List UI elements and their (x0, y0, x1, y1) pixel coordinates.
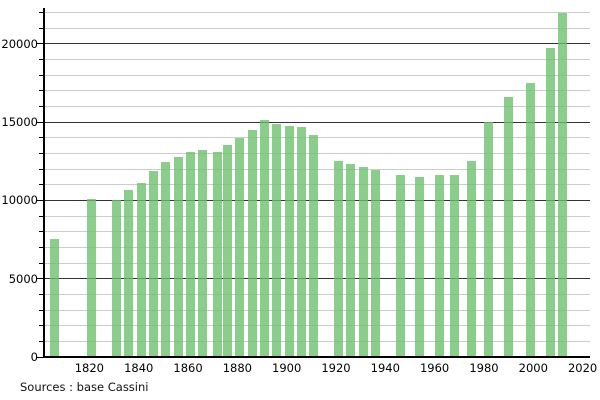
y-minor-tick (39, 246, 43, 248)
x-tick-label: 1960 (419, 361, 450, 375)
y-minor-tick (39, 262, 43, 264)
bar-1896 (272, 123, 282, 357)
bar-1906 (296, 126, 306, 357)
y-minor-tick (39, 27, 43, 29)
bar-1926 (346, 163, 356, 357)
bar-1921 (333, 161, 343, 357)
bar-1872 (213, 151, 223, 357)
x-tick-label: 1980 (469, 361, 499, 375)
y-minor-tick (39, 106, 43, 108)
bar-1806 (50, 238, 60, 357)
bar-1846 (149, 170, 158, 357)
x-tick-label: 1900 (272, 361, 302, 375)
y-axis-line (43, 8, 45, 358)
y-tick-label: 0 (30, 350, 38, 364)
y-minor-tick (39, 231, 43, 233)
y-minor-tick (39, 184, 43, 186)
x-tick-label: 2020 (567, 361, 598, 375)
bar-2007 (546, 47, 556, 357)
bar-1999 (526, 83, 536, 357)
y-major-tick (36, 356, 43, 358)
y-major-tick (36, 43, 43, 45)
bar-1831 (112, 200, 122, 357)
bar-1946 (395, 174, 405, 357)
y-minor-tick (39, 90, 43, 92)
bar-1962 (435, 174, 445, 357)
x-axis-line (43, 356, 590, 358)
y-major-tick (36, 121, 43, 123)
source-caption: Sources : base Cassini (20, 380, 149, 394)
minor-gridline (45, 27, 590, 29)
y-minor-tick (39, 325, 43, 327)
y-minor-tick (39, 137, 43, 139)
x-tick-label: 1820 (74, 361, 105, 375)
bar-1821 (87, 198, 97, 357)
y-minor-tick (39, 309, 43, 311)
x-tick-label: 1840 (124, 361, 154, 375)
bar-1975 (467, 160, 477, 357)
y-minor-tick (39, 293, 43, 295)
y-tick-label: 10000 (1, 193, 38, 208)
bar-1866 (198, 150, 208, 357)
bar-1911 (309, 134, 319, 357)
y-minor-tick (39, 12, 43, 14)
minor-gridline (45, 90, 590, 92)
y-minor-tick (39, 153, 43, 155)
bar-1891 (259, 119, 269, 357)
minor-gridline (45, 74, 590, 76)
y-minor-tick (39, 340, 43, 342)
minor-gridline (45, 106, 590, 108)
bar-1886 (247, 130, 257, 357)
bar-1936 (370, 169, 380, 357)
x-tick-label: 1940 (370, 361, 400, 375)
y-major-tick (36, 199, 43, 201)
bar-2012 (558, 12, 568, 357)
y-minor-tick (39, 59, 43, 61)
y-tick-label: 20000 (1, 36, 38, 51)
y-tick-label: 15000 (1, 115, 38, 130)
bar-1876 (222, 144, 232, 357)
x-tick-label: 1880 (222, 361, 252, 375)
y-tick-label: 5000 (8, 271, 38, 286)
y-minor-tick (39, 168, 43, 170)
major-gridline (45, 43, 590, 45)
bar-1881 (235, 137, 245, 357)
x-tick-label: 1860 (173, 361, 203, 375)
bar-1836 (124, 190, 134, 357)
bar-1861 (185, 151, 195, 357)
major-gridline (45, 121, 590, 123)
bar-1982 (484, 122, 494, 357)
y-major-tick (36, 278, 43, 280)
bar-1851 (161, 162, 171, 357)
bar-1968 (449, 174, 459, 357)
bar-1990 (504, 97, 514, 357)
bar-1931 (358, 166, 368, 357)
bar-1954 (415, 177, 425, 357)
bar-1901 (284, 126, 294, 357)
minor-gridline (45, 12, 590, 14)
x-tick-label: 2000 (518, 361, 548, 375)
bar-1856 (173, 157, 183, 357)
bar-1841 (136, 183, 146, 357)
x-tick-label: 1920 (321, 361, 351, 375)
y-minor-tick (39, 74, 43, 76)
y-minor-tick (39, 215, 43, 217)
minor-gridline (45, 59, 590, 61)
